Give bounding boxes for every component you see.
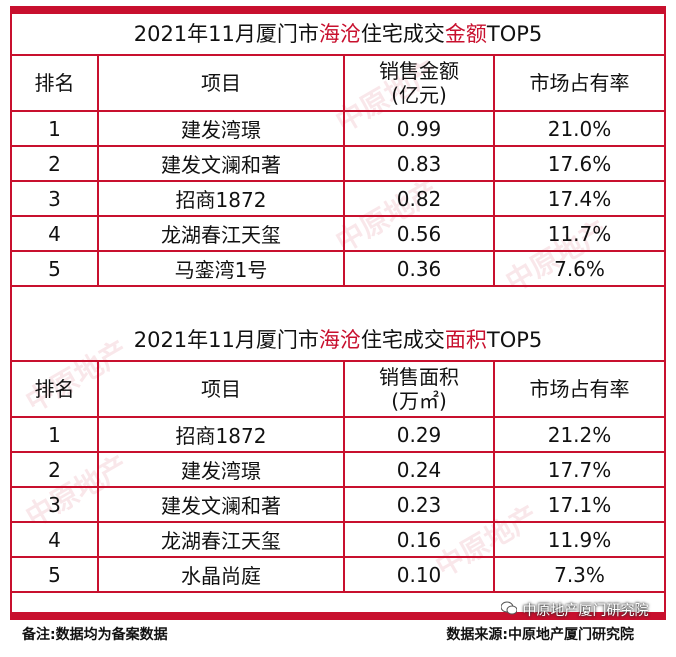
rank-cell: 1 bbox=[12, 111, 99, 147]
title-district: 海沧 bbox=[318, 22, 361, 46]
project-cell: 水晶尚庭 bbox=[98, 557, 345, 593]
header-rank: 排名 bbox=[12, 56, 99, 112]
left-border bbox=[10, 6, 12, 620]
project-cell: 龙湖春江天玺 bbox=[98, 216, 345, 252]
header-project: 项目 bbox=[98, 56, 345, 112]
table-row: 3 建发文澜和著 0.23 17.1% bbox=[12, 487, 664, 523]
project-cell: 招商1872 bbox=[98, 181, 345, 217]
rank-cell: 2 bbox=[12, 146, 99, 182]
footer: 备注:数据均为备案数据 数据来源:中原地产厦门研究院 bbox=[14, 622, 662, 644]
title-suffix: TOP5 bbox=[486, 328, 543, 352]
rank-cell: 5 bbox=[12, 251, 99, 287]
area-table: 排名 项目 销售面积 (万㎡) 市场占有率 1 招商1872 0.29 21.2%… bbox=[12, 362, 664, 593]
project-cell: 招商1872 bbox=[98, 417, 345, 453]
table-row: 5 水晶尚庭 0.10 7.3% bbox=[12, 557, 664, 593]
value-cell: 0.36 bbox=[344, 251, 495, 287]
header-sales-area: 销售面积 (万㎡) bbox=[344, 362, 495, 418]
project-cell: 龙湖春江天玺 bbox=[98, 522, 345, 558]
project-cell: 建发湾璟 bbox=[98, 452, 345, 488]
amount-table-section: 2021年11月厦门市海沧住宅成交金额TOP5 排名 项目 销售金额 (亿元) 市… bbox=[12, 14, 664, 287]
wechat-account-label: 中原地产厦门研究院 bbox=[522, 603, 649, 619]
share-cell: 7.6% bbox=[494, 251, 664, 287]
table-row: 4 龙湖春江天玺 0.56 11.7% bbox=[12, 216, 664, 252]
table-row: 3 招商1872 0.82 17.4% bbox=[12, 181, 664, 217]
rank-cell: 5 bbox=[12, 557, 99, 593]
value-cell: 0.16 bbox=[344, 522, 495, 558]
header-sales-amount-label: 销售金额 bbox=[379, 59, 459, 83]
header-project: 项目 bbox=[98, 362, 345, 418]
value-cell: 0.82 bbox=[344, 181, 495, 217]
area-table-title: 2021年11月厦门市海沧住宅成交面积TOP5 bbox=[12, 320, 664, 362]
table-header-row: 排名 项目 销售面积 (万㎡) 市场占有率 bbox=[12, 362, 664, 418]
share-cell: 17.4% bbox=[494, 181, 664, 217]
wechat-account-mark: 中原地产厦门研究院 bbox=[500, 600, 648, 620]
share-cell: 11.9% bbox=[494, 522, 664, 558]
footer-note: 备注:数据均为备案数据 bbox=[22, 627, 168, 643]
share-cell: 11.7% bbox=[494, 216, 664, 252]
top-border bbox=[10, 6, 666, 14]
header-rank: 排名 bbox=[12, 362, 99, 418]
area-table-section: 2021年11月厦门市海沧住宅成交面积TOP5 排名 项目 销售面积 (万㎡) 市… bbox=[12, 320, 664, 593]
rank-cell: 4 bbox=[12, 216, 99, 252]
title-prefix: 2021年11月厦门市 bbox=[133, 22, 319, 46]
share-cell: 21.0% bbox=[494, 111, 664, 147]
rank-cell: 1 bbox=[12, 417, 99, 453]
table-row: 4 龙湖春江天玺 0.16 11.9% bbox=[12, 522, 664, 558]
value-cell: 0.83 bbox=[344, 146, 495, 182]
value-cell: 0.24 bbox=[344, 452, 495, 488]
rank-cell: 2 bbox=[12, 452, 99, 488]
value-cell: 0.23 bbox=[344, 487, 495, 523]
header-sales-amount: 销售金额 (亿元) bbox=[344, 56, 495, 112]
amount-table-title: 2021年11月厦门市海沧住宅成交金额TOP5 bbox=[12, 14, 664, 56]
project-cell: 马銮湾1号 bbox=[98, 251, 345, 287]
title-metric: 金额 bbox=[444, 22, 487, 46]
share-cell: 17.6% bbox=[494, 146, 664, 182]
project-cell: 建发文澜和著 bbox=[98, 487, 345, 523]
table-row: 1 建发湾璟 0.99 21.0% bbox=[12, 111, 664, 147]
rank-cell: 4 bbox=[12, 522, 99, 558]
footer-source: 数据来源:中原地产厦门研究院 bbox=[446, 627, 634, 643]
share-cell: 17.7% bbox=[494, 452, 664, 488]
project-cell: 建发湾璟 bbox=[98, 111, 345, 147]
value-cell: 0.99 bbox=[344, 111, 495, 147]
share-cell: 17.1% bbox=[494, 487, 664, 523]
bottom-border bbox=[10, 612, 666, 620]
table-row: 1 招商1872 0.29 21.2% bbox=[12, 417, 664, 453]
share-cell: 7.3% bbox=[494, 557, 664, 593]
table-row: 5 马銮湾1号 0.36 7.6% bbox=[12, 251, 664, 287]
value-cell: 0.29 bbox=[344, 417, 495, 453]
value-cell: 0.56 bbox=[344, 216, 495, 252]
header-sales-amount-unit: (亿元) bbox=[391, 83, 447, 107]
table-row: 2 建发湾璟 0.24 17.7% bbox=[12, 452, 664, 488]
rank-cell: 3 bbox=[12, 487, 99, 523]
right-border bbox=[664, 6, 666, 620]
title-district: 海沧 bbox=[318, 328, 361, 352]
value-cell: 0.10 bbox=[344, 557, 495, 593]
project-cell: 建发文澜和著 bbox=[98, 146, 345, 182]
title-suffix: TOP5 bbox=[486, 22, 543, 46]
title-mid: 住宅成交 bbox=[360, 328, 445, 352]
title-metric: 面积 bbox=[444, 328, 487, 352]
table-row: 2 建发文澜和著 0.83 17.6% bbox=[12, 146, 664, 182]
header-sales-area-label: 销售面积 bbox=[379, 365, 459, 389]
title-mid: 住宅成交 bbox=[360, 22, 445, 46]
title-prefix: 2021年11月厦门市 bbox=[133, 328, 319, 352]
rank-cell: 3 bbox=[12, 181, 99, 217]
header-market-share: 市场占有率 bbox=[494, 56, 664, 112]
wechat-icon bbox=[500, 601, 518, 619]
amount-table: 排名 项目 销售金额 (亿元) 市场占有率 1 建发湾璟 0.99 21.0% 2… bbox=[12, 56, 664, 287]
share-cell: 21.2% bbox=[494, 417, 664, 453]
table-header-row: 排名 项目 销售金额 (亿元) 市场占有率 bbox=[12, 56, 664, 112]
header-market-share: 市场占有率 bbox=[494, 362, 664, 418]
header-sales-area-unit: (万㎡) bbox=[391, 389, 447, 413]
